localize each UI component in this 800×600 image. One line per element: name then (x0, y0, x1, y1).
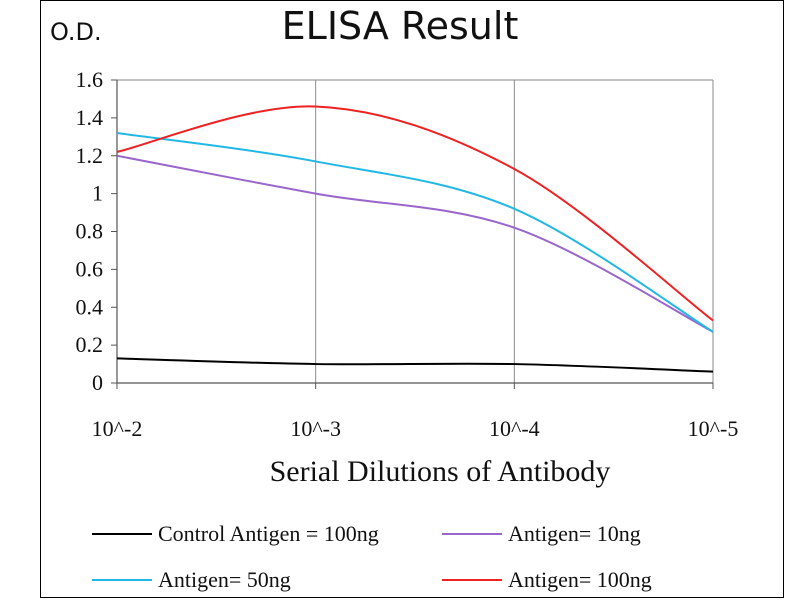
y-tick-label-6: 1.2 (76, 143, 104, 168)
x-tick-label-1: 10^-3 (290, 416, 341, 441)
y-tick-label-7: 1.4 (76, 105, 104, 130)
legend-swatch-10ng (442, 533, 502, 535)
y-tick-label-5: 1 (92, 181, 103, 206)
series-line-100ng (116, 105, 714, 322)
legend-label-10ng: Antigen= 10ng (508, 521, 641, 546)
legend-swatch-control (92, 533, 152, 535)
series-line-control (116, 357, 714, 373)
legend-swatch-100ng (442, 579, 502, 581)
legend-label-100ng: Antigen= 100ng (508, 567, 652, 592)
legend-item-10ng: Antigen= 10ng (442, 521, 641, 546)
series-line-50ng (116, 132, 714, 333)
x-tick-label-0: 10^-2 (92, 416, 143, 441)
y-tick-label-8: 1.6 (76, 67, 104, 92)
legend-item-control: Control Antigen = 100ng (92, 521, 379, 546)
y-tick-label-3: 0.6 (76, 256, 104, 281)
x-tick-label-2: 10^-4 (489, 416, 540, 441)
series-line-10ng (116, 154, 714, 333)
legend-swatch-50ng (92, 579, 152, 581)
chart-title: ELISA Result (281, 4, 519, 48)
y-tick-label-2: 0.4 (76, 294, 104, 319)
legend-label-control: Control Antigen = 100ng (158, 521, 379, 546)
x-tick-label-3: 10^-5 (688, 416, 739, 441)
plot-area: 0 0.2 0.4 0.6 0.8 1 1.2 1.4 1.6 10^-2 10^-3 10^-4 10… (76, 67, 739, 441)
y-tick-label-0: 0 (92, 370, 103, 395)
chart-frame (40, 0, 784, 598)
legend-item-50ng: Antigen= 50ng (92, 567, 291, 592)
y-axis-label: O.D. (50, 18, 102, 46)
legend-label-50ng: Antigen= 50ng (158, 567, 291, 592)
y-tick-label-1: 0.2 (76, 332, 104, 357)
legend-item-100ng: Antigen= 100ng (442, 567, 652, 592)
y-tick-label-4: 0.8 (76, 219, 104, 244)
x-axis-label: Serial Dilutions of Antibody (269, 455, 611, 488)
